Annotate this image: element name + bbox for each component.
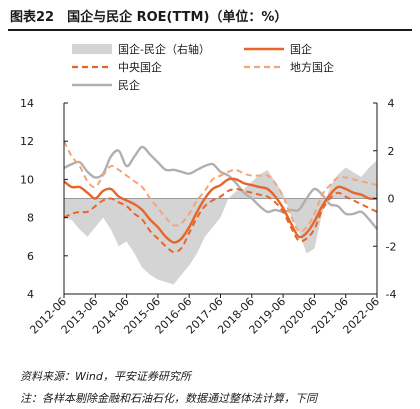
legend-label: 国企-民企（右轴） (118, 42, 210, 56)
legend-item-area: 国企-民企（右轴） (72, 42, 210, 56)
series-line-local-soe (63, 140, 378, 233)
left-tick-label: 14 (20, 97, 34, 110)
legend-item-central-soe: 中央国企 (72, 60, 162, 74)
figure-title: 图表22 国企与民企 ROE(TTM)（单位：%） (10, 10, 288, 25)
source-note: 资料来源：Wind，平安证券研究所 (20, 370, 191, 383)
legend-label: 国企 (290, 42, 312, 56)
left-tick-label: 8 (27, 212, 34, 225)
title-bar: 图表22 国企与民企 ROE(TTM)（单位：%） (8, 3, 412, 31)
right-tick-label: -4 (386, 288, 397, 301)
legend-item-local-soe: 地方国企 (244, 60, 334, 74)
legend-item-soe: 国企 (244, 42, 312, 56)
left-tick-label: 10 (20, 173, 34, 186)
method-note: 注：各样本剔除金融和石油石化，数据通过整体法计算，下同 (20, 392, 317, 405)
right-tick-label: 0 (388, 193, 395, 206)
right-tick-label: -2 (386, 240, 397, 253)
line-layer (63, 140, 378, 254)
right-tick-label: 2 (388, 145, 395, 158)
legend-label: 地方国企 (290, 60, 334, 74)
legend-label: 民企 (118, 78, 140, 92)
series-line-soe (63, 177, 378, 244)
right-tick-label: 4 (388, 97, 395, 110)
area-layer (64, 160, 377, 285)
series-line-central-soe (63, 187, 378, 254)
left-tick-label: 4 (27, 288, 34, 301)
series-line-minqi (63, 145, 378, 230)
series-area-guoqi-minus-minqi (64, 160, 377, 285)
left-tick-label: 12 (20, 135, 34, 148)
legend-label: 中央国企 (118, 60, 162, 74)
left-tick-label: 6 (27, 250, 34, 263)
legend-item-minqi: 民企 (72, 78, 140, 92)
legend-swatch (72, 44, 112, 54)
